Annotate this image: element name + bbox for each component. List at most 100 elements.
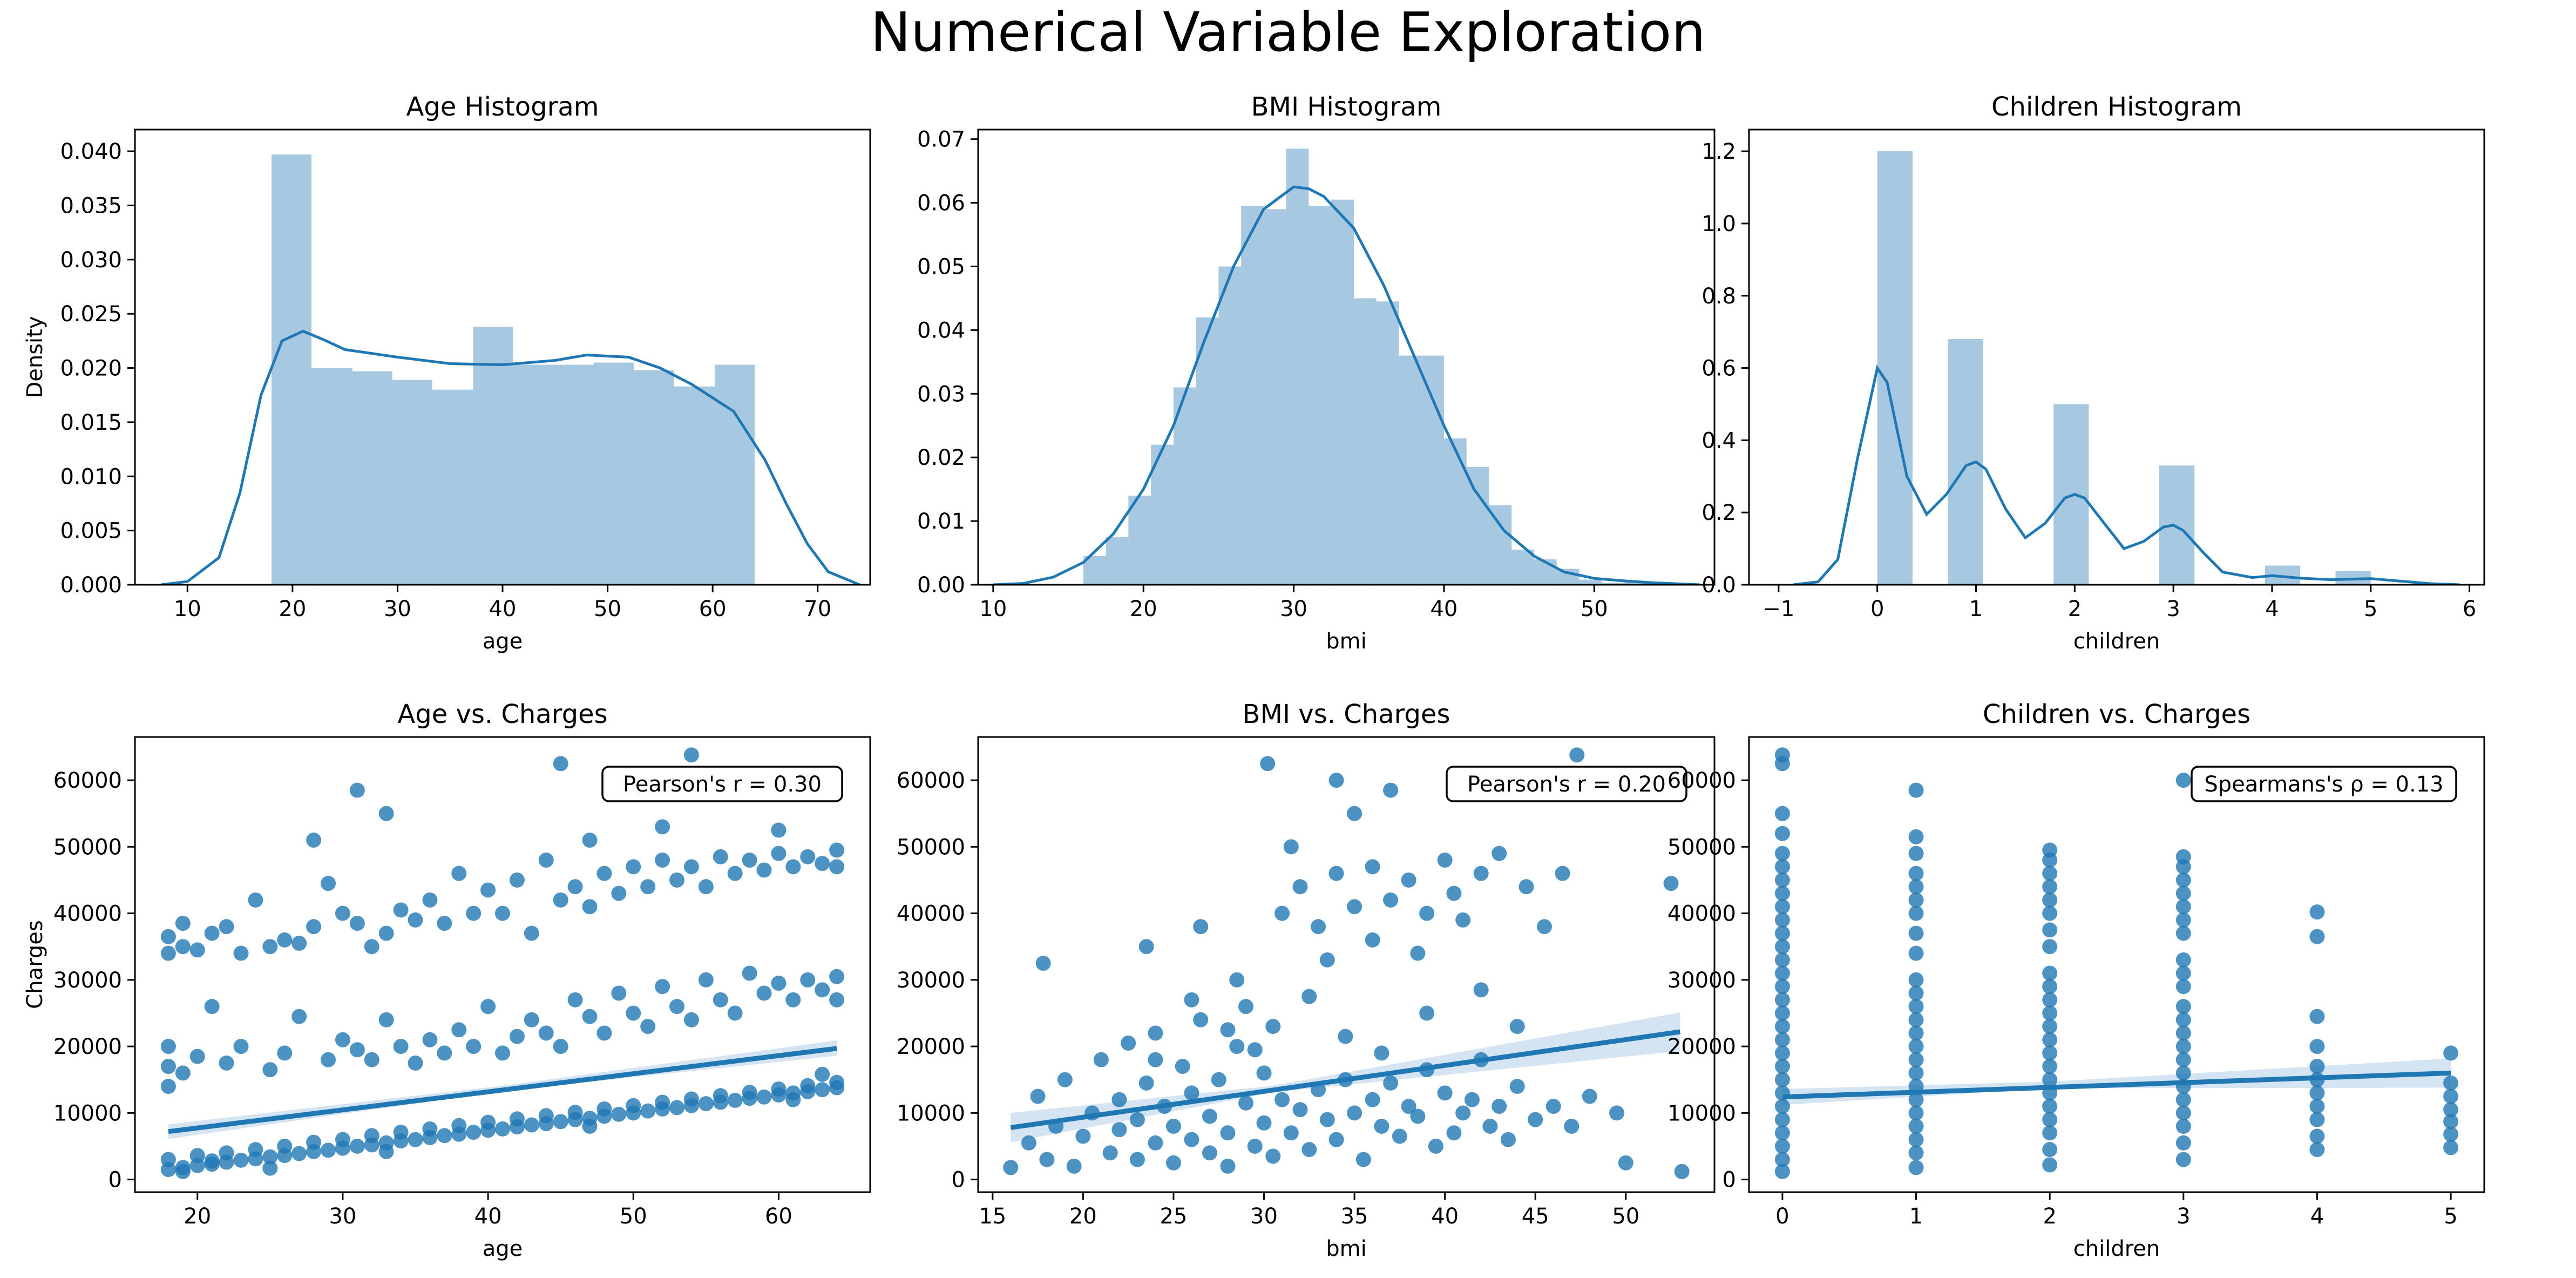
scatter-point — [2175, 1135, 2191, 1151]
scatter-point — [1774, 1099, 1790, 1114]
scatter-point — [1564, 1118, 1580, 1134]
scatter-point — [2309, 1039, 2325, 1054]
scatter-point — [611, 885, 627, 901]
scatter-point — [1184, 1085, 1199, 1101]
scatter-point — [2042, 879, 2058, 895]
chart-panel-6: Spearmans's ρ = 0.13 0 1 2 3 4 5 0 10000 20000 300… — [1667, 699, 2485, 1261]
scatter-point — [2443, 1126, 2459, 1142]
scatter-point — [2042, 1142, 2058, 1158]
scatter-point — [2042, 939, 2058, 955]
scatter-point — [480, 999, 496, 1015]
scatter-point — [1247, 1138, 1263, 1154]
scatter-point — [2042, 1072, 2058, 1087]
scatter-point — [1464, 1092, 1480, 1107]
scatter-point — [1338, 1029, 1353, 1044]
scatter-point — [204, 1153, 220, 1169]
scatter-point — [1292, 1102, 1308, 1118]
scatter-point — [1908, 865, 1924, 881]
scatter-point — [378, 925, 394, 941]
scatter-point — [1102, 1145, 1118, 1161]
scatter-point — [1455, 912, 1471, 928]
scatter-point — [1663, 876, 1679, 891]
scatter-point — [451, 1022, 467, 1038]
histogram-bar — [715, 364, 755, 585]
scatter-point — [727, 865, 743, 881]
histogram-bar — [1376, 301, 1399, 585]
y-tick-label: 1.2 — [1701, 139, 1736, 164]
scatter-point — [189, 1148, 205, 1164]
x-tick-label: 20 — [279, 597, 306, 621]
scatter-point — [277, 1138, 293, 1154]
scatter-point — [1774, 1125, 1790, 1141]
scatter-point — [1509, 1079, 1525, 1094]
scatter-point — [1057, 1072, 1073, 1087]
scatter-point — [1908, 905, 1924, 921]
scatter-point — [1908, 1039, 1924, 1054]
histogram-bar — [352, 371, 392, 585]
scatter-point — [1536, 919, 1552, 935]
x-axis-label: bmi — [1326, 629, 1366, 654]
scatter-point — [1908, 892, 1924, 908]
scatter-point — [1202, 1145, 1217, 1161]
scatter-point — [1473, 865, 1489, 881]
chart-title: Children vs. Charges — [1983, 699, 2250, 729]
scatter-point — [1328, 773, 1344, 788]
x-tick-label: 2 — [2043, 1204, 2056, 1229]
y-axis-label: Density — [23, 316, 48, 398]
scatter-point — [1674, 1164, 1690, 1179]
x-tick-label: 10 — [979, 597, 1007, 621]
scatter-point — [292, 1009, 307, 1024]
scatter-point — [1328, 1132, 1344, 1147]
scatter-point — [2309, 929, 2325, 944]
x-tick-label: 35 — [1341, 1204, 1368, 1229]
scatter-point — [1774, 846, 1790, 861]
scatter-point — [800, 972, 816, 988]
scatter-point — [1908, 999, 1924, 1015]
scatter-point — [408, 912, 423, 928]
scatter-point — [1908, 1065, 1924, 1081]
scatter-point — [2175, 1092, 2191, 1107]
scatter-point — [1908, 1092, 1924, 1107]
x-tick-label: 20 — [184, 1204, 211, 1229]
scatter-point — [1211, 1072, 1226, 1087]
scatter-point — [1220, 1125, 1236, 1141]
scatter-point — [509, 1029, 525, 1044]
scatter-point — [524, 1117, 539, 1133]
histogram-bar — [674, 386, 715, 585]
scatter-point — [1908, 1012, 1924, 1027]
histogram-bar — [1173, 387, 1196, 585]
histogram-bar — [1489, 505, 1512, 585]
scatter-point — [1021, 1135, 1036, 1151]
scatter-point — [742, 1085, 757, 1100]
y-tick-label: 0.025 — [60, 302, 122, 327]
scatter-point — [1908, 1105, 1924, 1121]
scatter-point — [683, 859, 699, 875]
scatter-point — [655, 979, 670, 995]
x-tick-label: 2 — [2068, 597, 2082, 621]
scatter-point — [1519, 879, 1534, 895]
scatter-point — [189, 942, 205, 958]
kde-line — [993, 185, 1700, 585]
axes-frame — [977, 736, 1716, 1193]
x-tick-label: 15 — [979, 1204, 1006, 1229]
histogram-bar — [1421, 355, 1444, 585]
scatter-point — [1774, 885, 1790, 901]
scatter-point — [829, 992, 845, 1007]
scatter-point — [626, 859, 641, 875]
x-axis-label: bmi — [1326, 1236, 1366, 1261]
scatter-point — [1328, 865, 1344, 881]
scatter-point — [538, 1108, 554, 1124]
scatter-point — [1184, 1132, 1199, 1147]
scatter-point — [335, 1032, 350, 1047]
scatter-point — [756, 862, 772, 878]
scatter-point — [626, 1005, 641, 1021]
scatter-point — [2175, 773, 2191, 788]
scatter-point — [451, 865, 467, 881]
scatter-point — [2042, 842, 2058, 858]
scatter-point — [553, 1114, 568, 1130]
y-tick-label: 40000 — [897, 902, 965, 927]
scatter-point — [829, 969, 845, 984]
x-tick-label: 70 — [804, 597, 831, 621]
scatter-point — [437, 1045, 452, 1061]
